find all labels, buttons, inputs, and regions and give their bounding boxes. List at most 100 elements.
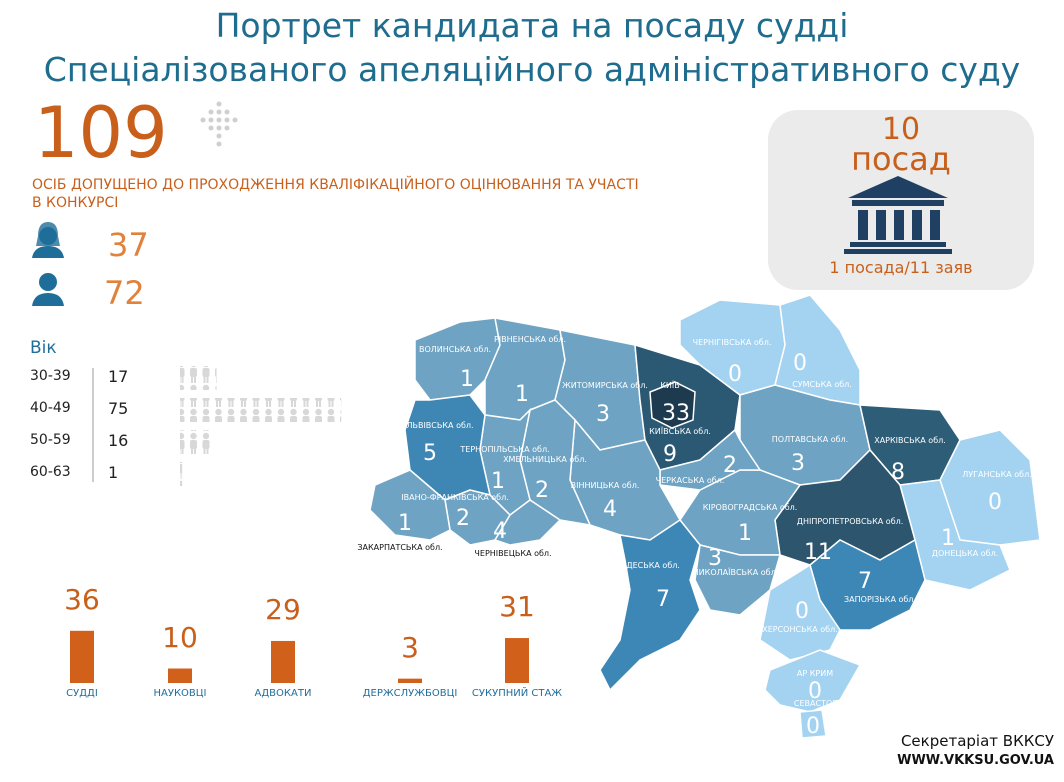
region-name: СЕВАСТОПОЛЬ xyxy=(794,699,856,708)
region-name: ІВАНО-ФРАНКІВСЬКА обл. xyxy=(401,493,509,502)
region-name: ДОНЕЦЬКА обл. xyxy=(932,549,999,558)
title-line: Спеціалізованого апеляційного адміністра… xyxy=(43,50,1021,89)
region-value: 2 xyxy=(456,506,470,531)
region xyxy=(493,499,562,546)
region-value: 4 xyxy=(603,497,617,522)
region-value: 5 xyxy=(423,441,437,466)
footer-org: Секретаріат ВККСУ xyxy=(900,732,1054,750)
region-value: 3 xyxy=(596,402,610,427)
age-count: 16 xyxy=(108,431,129,450)
region-value: 3 xyxy=(708,546,722,571)
region-name: СУМСЬКА обл. xyxy=(792,380,852,389)
region-name: КИЇВСЬКА обл. xyxy=(649,426,711,436)
region-value: 2 xyxy=(723,453,737,478)
age-title: Вік xyxy=(30,338,57,358)
region-name: АР КРИМ xyxy=(797,669,833,678)
experience-bar xyxy=(168,668,192,683)
region-name: ХМЕЛЬНИЦЬКА обл. xyxy=(503,455,587,464)
region-name: МИКОЛАЇВСЬКА обл. xyxy=(692,567,778,577)
region-name: ЧЕРНІВЕЦЬКА обл. xyxy=(474,549,551,558)
woman-icon xyxy=(32,222,64,258)
region xyxy=(799,709,827,739)
region-name: ДНІПРОПЕТРОВСЬКА обл. xyxy=(797,517,904,526)
admitted-label: ОСІБ ДОПУЩЕНО ДО ПРОХОДЖЕННЯ КВАЛІФІКАЦІ… xyxy=(32,177,639,211)
admitted-count: 109 xyxy=(34,92,168,174)
region-value: 0 xyxy=(988,490,1002,515)
age-range: 50-59 xyxy=(30,432,71,448)
positions-unit: посад xyxy=(851,140,951,178)
region-name: ЖИТОМИРСЬКА обл. xyxy=(562,381,648,390)
region-value: 0 xyxy=(795,599,809,624)
region-value: 8 xyxy=(891,460,905,485)
region-name: КИЇВ xyxy=(660,380,680,390)
region-name: ЗАКАРПАТСЬКА обл. xyxy=(357,543,442,552)
region xyxy=(759,563,841,661)
region-name: ОДЕСЬКА обл. xyxy=(620,561,680,570)
age-range: 40-49 xyxy=(30,400,71,416)
experience-value: 31 xyxy=(499,590,535,624)
age-icons xyxy=(180,398,342,422)
region xyxy=(369,469,451,541)
age-count: 1 xyxy=(108,463,119,482)
region-value: 2 xyxy=(535,478,549,503)
experience-label: СУКУПНИЙ СТАЖ xyxy=(471,688,563,699)
experience-value: 10 xyxy=(162,620,198,654)
positions-count: 10 xyxy=(881,112,921,147)
experience-bar xyxy=(70,630,94,683)
women-count: 37 xyxy=(108,226,149,264)
region-name: ХЕРСОНСЬКА обл. xyxy=(762,625,838,634)
positions-ratio: 1 посада/11 заяв xyxy=(829,258,973,277)
experience-label: ДЕРЖСЛУЖБОВЦІ xyxy=(362,688,458,699)
region-name: КІРОВОГРАДСЬКА обл. xyxy=(703,503,798,512)
region-name: ЧЕРКАСЬКА обл. xyxy=(656,476,725,485)
region-name: ХАРКІВСЬКА обл. xyxy=(874,436,946,445)
region xyxy=(599,518,701,692)
region-value: 1 xyxy=(491,469,505,494)
region-name: ТЕРНОПІЛЬСЬКА обл. xyxy=(459,445,549,454)
region-value: 4 xyxy=(493,519,507,544)
age-icons xyxy=(180,366,217,390)
region-name: ЗАПОРІЗЬКА обл. xyxy=(844,595,916,604)
experience-value: 36 xyxy=(64,582,100,616)
region-name: ПОЛТАВСЬКА обл. xyxy=(772,435,848,444)
men-count: 72 xyxy=(104,274,145,312)
region-name: ЛЬВІВСЬКА обл. xyxy=(406,421,473,430)
region-value: 1 xyxy=(941,526,955,551)
region xyxy=(764,649,862,713)
region-value: 0 xyxy=(808,679,822,704)
region xyxy=(659,428,762,491)
experience-bar xyxy=(505,638,529,683)
region-value: 7 xyxy=(858,569,872,594)
experience-label: СУДДІ xyxy=(66,688,98,699)
title-line: Портрет кандидата на посаду судді xyxy=(215,6,849,45)
region-name: ЛУГАНСЬКА обл. xyxy=(962,470,1032,479)
age-icons xyxy=(180,462,183,486)
region-value: 7 xyxy=(656,587,670,612)
region-name: ВОЛИНСЬКА обл. xyxy=(419,345,491,354)
region-name: РІВНЕНСЬКА обл. xyxy=(494,335,566,344)
region-value: 1 xyxy=(738,521,752,546)
experience-label: АДВОКАТИ xyxy=(254,688,312,699)
age-count: 17 xyxy=(108,367,129,386)
region-value: 0 xyxy=(728,362,742,387)
region xyxy=(649,381,696,429)
experience-bar xyxy=(398,678,422,683)
experience-value: 29 xyxy=(265,592,301,626)
court-icon xyxy=(844,176,952,254)
region-value: 1 xyxy=(460,367,474,392)
region-value: 11 xyxy=(804,540,832,565)
region-value: 0 xyxy=(793,351,807,376)
man-icon xyxy=(32,273,64,306)
age-range: 30-39 xyxy=(30,368,71,384)
age-range: 60-63 xyxy=(30,464,71,480)
dots-icon xyxy=(200,101,238,147)
experience-value: 3 xyxy=(401,630,419,664)
region-name: ЧЕРНІГІВСЬКА обл. xyxy=(693,338,772,347)
region-value: 1 xyxy=(515,382,529,407)
footer-url: WWW.VKKSU.GOV.UA xyxy=(897,753,1054,768)
region-value: 33 xyxy=(662,401,690,426)
age-icons xyxy=(180,430,215,454)
region-value: 0 xyxy=(806,714,820,739)
